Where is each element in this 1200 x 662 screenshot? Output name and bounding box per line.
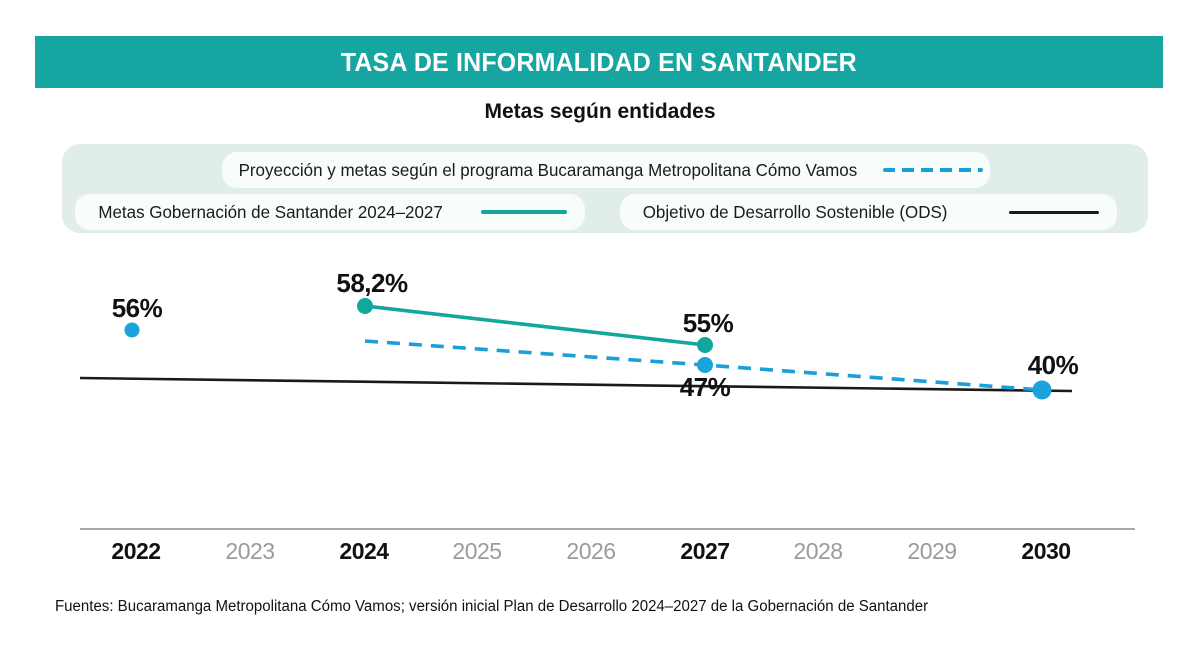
source-note: Fuentes: Bucaramanga Metropolitana Cómo … <box>55 598 929 615</box>
legend-label-proyeccion: Proyección y metas según el programa Buc… <box>238 159 858 180</box>
x-tick-2027: 2027 <box>680 538 730 564</box>
data-point-2024-gobernacion <box>357 298 373 314</box>
value-label-58-2: 58,2% <box>336 268 408 298</box>
x-tick-2022: 2022 <box>111 538 161 564</box>
legend-label-ods: Objetivo de Desarrollo Sostenible (ODS) <box>642 201 948 222</box>
value-label-55: 55% <box>682 308 734 338</box>
data-point-2030-proyeccion <box>1032 380 1052 400</box>
chart-subtitle: Metas según entidades <box>484 100 716 123</box>
x-tick-2024: 2024 <box>339 538 389 564</box>
solid-teal-line-swatch <box>481 210 567 214</box>
legend-item-gobernacion: Metas Gobernación de Santander 2024–2027 <box>75 194 585 230</box>
x-tick-2025: 2025 <box>452 538 502 564</box>
data-point-2027-gobernacion <box>697 337 713 353</box>
value-label-56: 56% <box>111 293 163 323</box>
legend-label-gobernacion: Metas Gobernación de Santander 2024–2027 <box>98 201 443 222</box>
data-point-2022-proyeccion <box>124 322 140 338</box>
legend-item-proyeccion: Proyección y metas según el programa Buc… <box>222 152 990 188</box>
solid-black-line-swatch <box>1009 210 1099 214</box>
value-label-47: 47% <box>679 372 731 402</box>
x-tick-2029: 2029 <box>907 538 957 564</box>
legend-item-ods: Objetivo de Desarrollo Sostenible (ODS) <box>620 194 1117 230</box>
x-tick-2028: 2028 <box>793 538 843 564</box>
page-title: TASA DE INFORMALIDAD EN SANTANDER <box>340 46 858 77</box>
legend: Proyección y metas según el programa Buc… <box>62 144 1148 233</box>
data-point-2027-proyeccion <box>697 357 713 373</box>
x-tick-2023: 2023 <box>225 538 275 564</box>
x-tick-2030: 2030 <box>1021 538 1071 564</box>
gobernacion-line <box>364 304 706 347</box>
title-banner: TASA DE INFORMALIDAD EN SANTANDER <box>35 36 1163 88</box>
ods-line <box>79 376 1073 393</box>
dashed-blue-line-swatch <box>882 168 983 172</box>
x-axis-line <box>80 528 1135 530</box>
value-label-40: 40% <box>1027 350 1079 380</box>
x-tick-2026: 2026 <box>566 538 616 564</box>
